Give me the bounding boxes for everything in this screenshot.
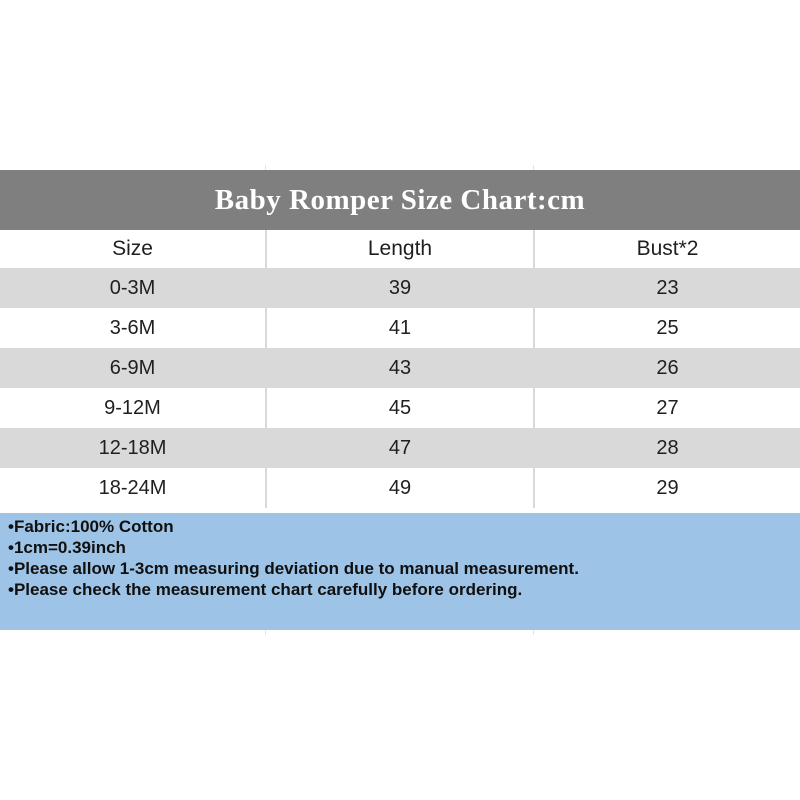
cell-length: 41 (266, 308, 535, 348)
gridline-stub (265, 630, 266, 635)
cell-bust: 27 (534, 388, 800, 428)
cell-size: 12-18M (0, 428, 267, 468)
cell-bust: 25 (534, 308, 800, 348)
cell-length: 43 (266, 348, 535, 388)
table-row: 12-18M 47 28 (0, 428, 800, 468)
column-header-length: Length (266, 230, 535, 268)
cell-length: 47 (266, 428, 535, 468)
note-check-chart: •Please check the measurement chart care… (8, 580, 523, 599)
notes-panel: •Fabric:100% Cotton •1cm=0.39inch •Pleas… (0, 513, 800, 630)
cell-length: 45 (266, 388, 535, 428)
chart-title: Baby Romper Size Chart:cm (214, 183, 586, 216)
table-row: 0-3M 39 23 (0, 268, 800, 308)
column-header-size: Size (0, 230, 267, 268)
size-table: Size Length Bust*2 0-3M 39 23 3-6M 41 25… (0, 230, 800, 508)
table-row: 3-6M 41 25 (0, 308, 800, 348)
cell-bust: 26 (534, 348, 800, 388)
cell-size: 9-12M (0, 388, 267, 428)
note-deviation: •Please allow 1-3cm measuring deviation … (8, 559, 579, 578)
note-unit-conversion: •1cm=0.39inch (8, 538, 126, 557)
gridline-stub (533, 630, 534, 635)
cell-length: 49 (266, 468, 535, 508)
table-footer-gap (0, 508, 800, 513)
cell-size: 3-6M (0, 308, 267, 348)
chart-title-bar: Baby Romper Size Chart:cm (0, 170, 800, 230)
cell-bust: 29 (534, 468, 800, 508)
cell-bust: 23 (534, 268, 800, 308)
cell-size: 0-3M (0, 268, 267, 308)
table-row: 18-24M 49 29 (0, 468, 800, 508)
table-header-row: Size Length Bust*2 (0, 230, 800, 268)
cell-length: 39 (266, 268, 535, 308)
gridline-stub (533, 165, 534, 170)
gridline-stub (265, 165, 266, 170)
table-row: 6-9M 43 26 (0, 348, 800, 388)
top-whitespace (0, 0, 800, 170)
column-header-bust: Bust*2 (534, 230, 800, 268)
cell-size: 18-24M (0, 468, 267, 508)
cell-size: 6-9M (0, 348, 267, 388)
cell-bust: 28 (534, 428, 800, 468)
table-row: 9-12M 45 27 (0, 388, 800, 428)
note-fabric: •Fabric:100% Cotton (8, 517, 174, 536)
